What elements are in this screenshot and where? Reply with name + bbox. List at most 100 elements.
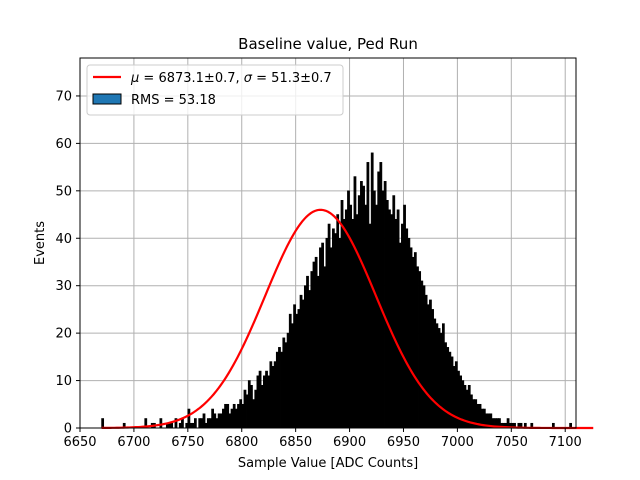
histogram-bar <box>181 418 184 429</box>
histogram-bar <box>215 418 219 429</box>
histogram-bar <box>357 195 361 429</box>
histogram-bar <box>202 413 206 429</box>
histogram-bar <box>403 204 406 429</box>
histogram-bar <box>282 337 286 429</box>
histogram-bar <box>299 294 303 429</box>
y-tick-label: 50 <box>55 184 72 199</box>
histogram-bar <box>273 361 277 429</box>
histogram-bar <box>213 413 217 429</box>
histogram-bar <box>254 389 258 429</box>
histogram-bar <box>429 299 432 429</box>
histogram-bar <box>411 256 415 429</box>
x-tick-label: 6650 <box>63 435 96 450</box>
histogram-bar <box>424 294 428 429</box>
histogram-bar <box>191 422 195 429</box>
legend-rms-swatch <box>92 93 122 105</box>
histogram-bar <box>198 418 202 429</box>
histogram-bar <box>416 266 419 429</box>
histogram-bar <box>366 162 370 429</box>
histogram-bar <box>405 228 409 429</box>
legend-mu-value: = 6873.1±0.7, <box>139 71 243 86</box>
histogram-bar <box>435 323 439 429</box>
histogram-bar <box>316 275 320 429</box>
histogram-bar <box>426 304 430 429</box>
histogram-bar <box>321 242 324 429</box>
histogram-bar <box>441 323 445 429</box>
histogram-bar <box>189 422 193 429</box>
histogram-bar <box>226 403 230 429</box>
histogram-bar <box>185 422 189 429</box>
y-axis-label: Events <box>33 221 48 265</box>
histogram-bar <box>224 403 227 429</box>
histogram-bar <box>444 342 447 429</box>
histogram-bar <box>269 361 273 429</box>
histogram-bar <box>286 332 290 429</box>
legend: μ = 6873.1±0.7, σ = 51.3±0.7 RMS = 53.18 <box>86 64 344 116</box>
chart-title: Baseline value, Ped Run <box>238 35 418 53</box>
histogram-bar <box>200 418 204 429</box>
x-tick-label: 6750 <box>171 435 204 450</box>
histogram-bar <box>452 366 456 429</box>
y-tick-label: 30 <box>55 279 72 294</box>
histogram-bar <box>250 385 253 429</box>
x-axis-label: Sample Value [ADC Counts] <box>238 456 418 471</box>
histogram-bar <box>237 403 240 429</box>
histogram-bar <box>394 218 398 429</box>
histogram-bar <box>450 356 454 429</box>
histogram-bar <box>301 299 305 429</box>
histogram-bar <box>340 200 344 429</box>
histogram-bar <box>372 190 376 429</box>
y-tick-label: 0 <box>64 422 72 437</box>
histogram-bar <box>351 218 355 429</box>
x-tick-label: 6900 <box>333 435 366 450</box>
histogram-bar <box>439 332 443 429</box>
histogram-bar <box>206 418 210 429</box>
histogram-bar <box>267 375 271 429</box>
legend-sigma-symbol: σ <box>244 71 253 86</box>
histogram-bar <box>303 285 307 429</box>
histogram-bar <box>258 370 262 429</box>
histogram-bar <box>409 247 413 429</box>
histogram-bar <box>219 413 223 429</box>
histogram-bar <box>193 418 197 429</box>
histogram-bar <box>314 256 318 429</box>
histogram-bar <box>217 413 221 429</box>
histogram-bar <box>280 351 284 429</box>
histogram-bar <box>327 223 331 429</box>
histogram-bar <box>319 247 322 429</box>
histogram-bar <box>329 247 333 429</box>
histogram-bars <box>101 152 572 429</box>
histogram-bar <box>239 399 243 429</box>
histogram-bar <box>446 347 450 429</box>
histogram-bar <box>407 237 411 429</box>
x-tick-label: 6800 <box>225 435 258 450</box>
histogram-bar <box>170 422 174 429</box>
histogram-bar <box>368 223 372 429</box>
histogram-bar <box>245 394 249 429</box>
histogram-bar <box>288 313 292 429</box>
histogram-bar <box>398 242 402 429</box>
legend-sigma-value: = 51.3±0.7 <box>252 71 332 86</box>
histogram-bar <box>390 214 393 429</box>
y-tick-label: 70 <box>55 89 72 104</box>
histogram-bar <box>437 328 441 429</box>
y-tick-label: 40 <box>55 232 72 247</box>
histogram-bar <box>260 385 264 429</box>
histogram-bar <box>278 347 281 429</box>
histogram-bar <box>420 280 424 429</box>
x-tick-label: 7050 <box>495 435 528 450</box>
histogram-bar <box>241 403 245 429</box>
x-axis-ticks: 6650 6700 6750 6800 6850 6900 6950 7000 7050 7100 <box>63 428 582 450</box>
histogram-bar <box>388 209 391 429</box>
histogram-bar <box>211 408 215 429</box>
x-tick-label: 6700 <box>117 435 150 450</box>
histogram-bar <box>332 228 335 429</box>
legend-mu-symbol: μ <box>130 71 139 86</box>
histogram-bar <box>263 375 266 429</box>
y-tick-label: 20 <box>55 327 72 342</box>
histogram-bar <box>379 162 383 429</box>
histogram-bar <box>385 200 389 429</box>
histogram-bar <box>422 285 426 429</box>
histogram-bar <box>187 408 191 429</box>
